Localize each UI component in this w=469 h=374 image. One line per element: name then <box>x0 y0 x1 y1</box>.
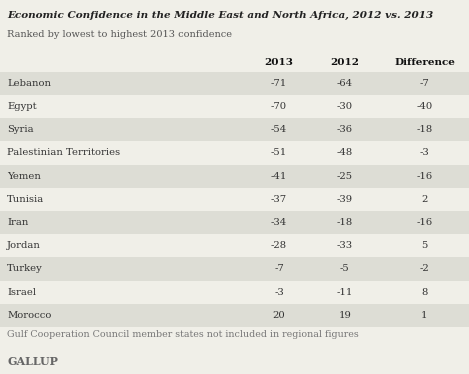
Text: Iran: Iran <box>7 218 29 227</box>
Text: Lebanon: Lebanon <box>7 79 51 88</box>
Text: Yemen: Yemen <box>7 172 41 181</box>
Text: -7: -7 <box>420 79 429 88</box>
Text: 5: 5 <box>421 241 428 250</box>
Text: Israel: Israel <box>7 288 36 297</box>
Text: Ranked by lowest to highest 2013 confidence: Ranked by lowest to highest 2013 confide… <box>7 30 232 39</box>
Text: Egypt: Egypt <box>7 102 37 111</box>
Text: Gulf Cooperation Council member states not included in regional figures: Gulf Cooperation Council member states n… <box>7 330 359 339</box>
Text: -16: -16 <box>416 172 432 181</box>
Text: Turkey: Turkey <box>7 264 43 273</box>
Bar <box>0 234 469 257</box>
Text: -7: -7 <box>274 264 284 273</box>
Text: -41: -41 <box>271 172 287 181</box>
Bar <box>0 211 469 234</box>
Text: 19: 19 <box>338 311 351 320</box>
Bar <box>0 188 469 211</box>
Bar <box>0 95 469 118</box>
Text: -54: -54 <box>271 125 287 134</box>
Bar <box>0 304 469 327</box>
Bar <box>0 257 469 280</box>
Text: 2012: 2012 <box>330 58 359 67</box>
Text: -51: -51 <box>271 148 287 157</box>
Text: 2: 2 <box>421 195 428 204</box>
Text: -48: -48 <box>337 148 353 157</box>
Text: -5: -5 <box>340 264 349 273</box>
Text: Difference: Difference <box>394 58 455 67</box>
Text: -36: -36 <box>337 125 353 134</box>
Text: 1: 1 <box>421 311 428 320</box>
Text: -39: -39 <box>337 195 353 204</box>
Text: -18: -18 <box>416 125 432 134</box>
Text: -2: -2 <box>420 264 429 273</box>
Text: -40: -40 <box>416 102 432 111</box>
Text: -71: -71 <box>271 79 287 88</box>
Text: -33: -33 <box>337 241 353 250</box>
Text: -30: -30 <box>337 102 353 111</box>
Text: Jordan: Jordan <box>7 241 41 250</box>
Text: Economic Confidence in the Middle East and North Africa, 2012 vs. 2013: Economic Confidence in the Middle East a… <box>7 11 433 20</box>
Text: -64: -64 <box>337 79 353 88</box>
Text: 8: 8 <box>421 288 428 297</box>
Bar <box>0 118 469 141</box>
Bar <box>0 72 469 95</box>
Bar <box>0 165 469 188</box>
Text: Morocco: Morocco <box>7 311 52 320</box>
Text: GALLUP: GALLUP <box>7 356 58 367</box>
Text: -25: -25 <box>337 172 353 181</box>
Text: -28: -28 <box>271 241 287 250</box>
Text: -70: -70 <box>271 102 287 111</box>
Bar <box>0 280 469 304</box>
Text: -11: -11 <box>337 288 353 297</box>
Text: -16: -16 <box>416 218 432 227</box>
Text: -18: -18 <box>337 218 353 227</box>
Text: 20: 20 <box>272 311 286 320</box>
Bar <box>0 141 469 165</box>
Text: -34: -34 <box>271 218 287 227</box>
Text: -37: -37 <box>271 195 287 204</box>
Text: Syria: Syria <box>7 125 34 134</box>
Text: -3: -3 <box>274 288 284 297</box>
Text: 2013: 2013 <box>265 58 294 67</box>
Text: -3: -3 <box>420 148 429 157</box>
Text: Tunisia: Tunisia <box>7 195 44 204</box>
Text: Palestinian Territories: Palestinian Territories <box>7 148 120 157</box>
